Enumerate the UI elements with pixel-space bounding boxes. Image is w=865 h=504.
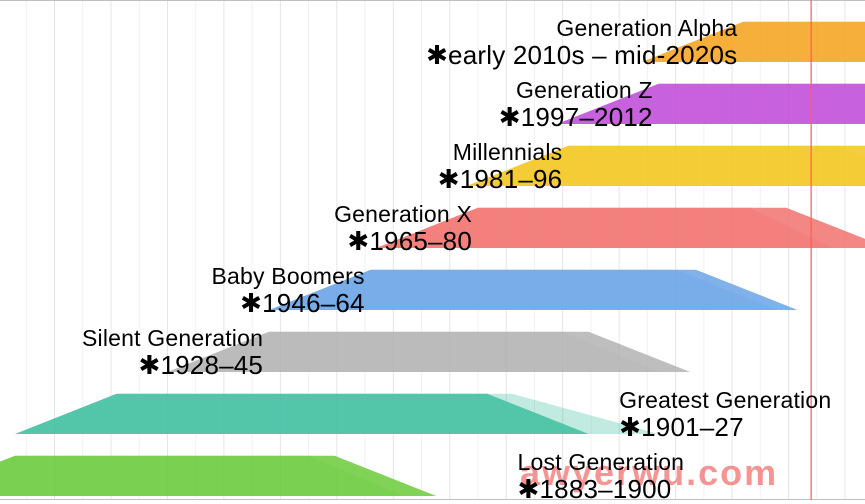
generation-timeline-chart: [0, 0, 865, 500]
